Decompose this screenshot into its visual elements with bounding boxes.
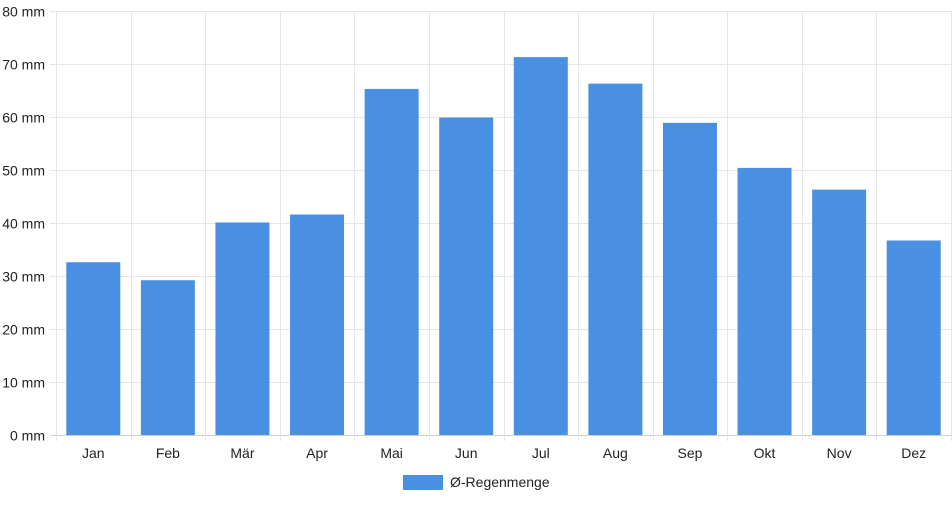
x-tick-label: Sep — [677, 445, 702, 461]
x-tick-label: Nov — [827, 445, 852, 461]
legend-label: Ø-Regenmenge — [450, 474, 550, 490]
x-tick-label: Okt — [754, 445, 776, 461]
y-tick-label: 70 mm — [2, 57, 45, 73]
y-tick-label: 50 mm — [2, 163, 45, 179]
bar[interactable] — [737, 167, 792, 435]
y-tick-label: 60 mm — [2, 110, 45, 126]
bars — [66, 57, 941, 436]
x-tick-label: Mär — [230, 445, 254, 461]
y-tick-label: 20 mm — [2, 322, 45, 338]
x-tick-label: Dez — [901, 445, 926, 461]
bar[interactable] — [662, 122, 717, 435]
axes: 0 mm 10 mm 20 mm 30 mm 40 mm 50 mm 60 mm 70 mm 8… — [2, 4, 926, 462]
legend-swatch — [403, 475, 443, 490]
bar[interactable] — [812, 189, 867, 435]
legend[interactable]: Ø-Regenmenge — [403, 474, 550, 490]
bar[interactable] — [66, 262, 121, 435]
y-tick-label: 0 mm — [10, 428, 45, 444]
bar[interactable] — [513, 57, 568, 436]
y-tick-label: 30 mm — [2, 269, 45, 285]
x-tick-label: Mai — [380, 445, 403, 461]
x-tick-label: Apr — [306, 445, 328, 461]
bar[interactable] — [439, 117, 494, 435]
x-tick-label: Feb — [156, 445, 180, 461]
bar[interactable] — [215, 222, 270, 435]
x-tick-label: Aug — [603, 445, 628, 461]
bar[interactable] — [886, 240, 941, 435]
x-tick-label: Jun — [455, 445, 478, 461]
bar[interactable] — [140, 280, 195, 435]
bar[interactable] — [588, 83, 643, 436]
bar[interactable] — [364, 88, 419, 435]
y-tick-label: 40 mm — [2, 216, 45, 232]
y-tick-label: 10 mm — [2, 375, 45, 391]
y-tick-label: 80 mm — [2, 4, 45, 20]
bar[interactable] — [290, 214, 345, 435]
x-tick-label: Jan — [82, 445, 105, 461]
x-tick-label: Jul — [532, 445, 550, 461]
